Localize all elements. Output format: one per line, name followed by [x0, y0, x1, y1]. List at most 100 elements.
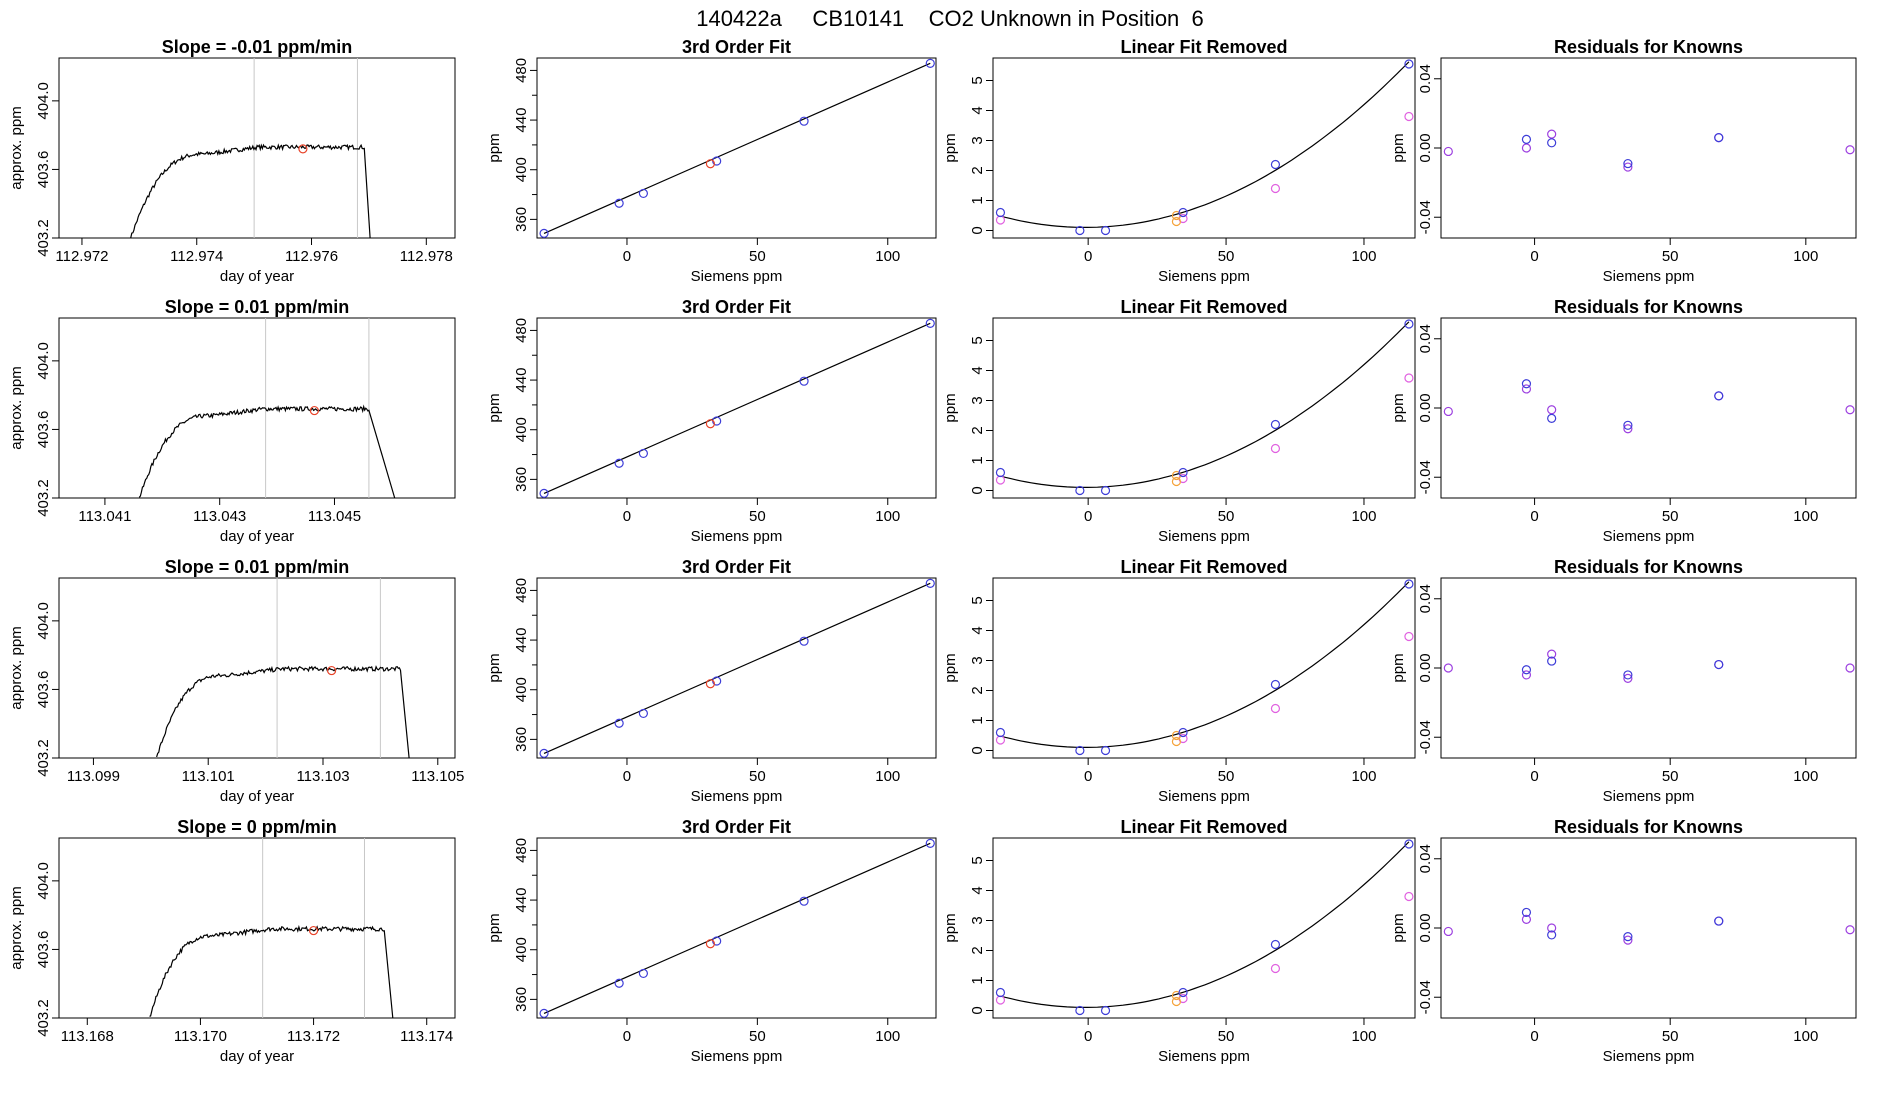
- residuals-y-tick-label: 0.00: [1417, 653, 1434, 682]
- fit-x-tick-label: 100: [875, 248, 900, 265]
- residuals-violet-point: [1623, 424, 1633, 434]
- fit-panel: 3rd Order Fit 0 50 100 360 400 440 480 Siemens p…: [486, 297, 937, 545]
- linear-removed-y-tick-label: 3: [969, 656, 986, 664]
- residuals-x-tick-label: 0: [1530, 768, 1538, 785]
- fit-unknown-point: [705, 939, 716, 949]
- residuals-violet-point: [1521, 143, 1532, 153]
- residuals-blue-point: [1714, 916, 1724, 926]
- linear-removed-y-tick-label: 5: [969, 596, 986, 604]
- residuals-violet-point: [1443, 406, 1453, 417]
- linear-removed-x-label: Siemens ppm: [1158, 788, 1250, 805]
- residuals-violet-point: [1521, 384, 1532, 394]
- linear-removed-unknown-point: [1171, 736, 1182, 747]
- timeseries-title: Slope = 0 ppm/min: [177, 817, 337, 837]
- linear-removed-x-tick-label: 0: [1084, 768, 1092, 785]
- linear-removed-x-tick-label: 100: [1351, 508, 1376, 525]
- residuals-blue-point: [1547, 138, 1557, 148]
- linear-removed-x-tick-label: 0: [1084, 248, 1092, 265]
- timeseries-x-tick-label: 113.105: [411, 768, 464, 785]
- linear-removed-panel: Linear Fit Removed 0 50 100 0 1 2 3 4 5 Siemens pp…: [942, 557, 1416, 805]
- linear-removed-y-tick-label: 1: [969, 196, 986, 204]
- fit-y-tick-label: 400: [513, 417, 530, 442]
- residuals-blue-point: [1521, 907, 1532, 918]
- fit-y-tick-label: 360: [513, 987, 530, 1012]
- linear-removed-y-tick-label: 5: [969, 76, 986, 84]
- residuals-x-tick-label: 100: [1793, 508, 1818, 525]
- residuals-violet-point: [1547, 405, 1557, 415]
- residuals-violet-point: [1845, 405, 1855, 415]
- fit-x-tick-label: 50: [749, 768, 766, 785]
- linear-removed-y-tick-label: 2: [969, 426, 986, 434]
- timeseries-frame: [58, 577, 456, 759]
- timeseries-x-tick-label: 113.174: [400, 1028, 453, 1045]
- linear-removed-x-tick-label: 100: [1351, 1028, 1376, 1045]
- timeseries-y-tick-label: 404.0: [35, 602, 52, 640]
- linear-removed-y-tick-label: 5: [969, 336, 986, 344]
- timeseries-y-label: approx. ppm: [8, 106, 25, 189]
- residuals-y-tick-label: 0.04: [1417, 584, 1434, 613]
- linear-removed-known-point: [995, 727, 1006, 738]
- linear-removed-unknown-point: [1171, 216, 1182, 227]
- fit-y-tick-label: 400: [513, 157, 530, 182]
- fit-unknown-point: [705, 419, 716, 429]
- linear-removed-y-tick-label: 1: [969, 976, 986, 984]
- timeseries-x-label: day of year: [220, 268, 294, 285]
- residuals-blue-point: [1623, 420, 1633, 430]
- residuals-x-label: Siemens ppm: [1603, 528, 1695, 545]
- residuals-x-tick-label: 100: [1793, 1028, 1818, 1045]
- linear-removed-frame: [992, 837, 1416, 1019]
- linear-removed-frame: [992, 317, 1416, 499]
- fit-y-tick-label: 440: [513, 628, 530, 653]
- fit-unknown-point: [705, 679, 716, 689]
- linear-removed-known-point: [1404, 839, 1414, 849]
- residuals-x-tick-label: 0: [1530, 248, 1538, 265]
- timeseries-x-label: day of year: [220, 528, 294, 545]
- fit-title: 3rd Order Fit: [682, 557, 791, 577]
- fit-known-point: [614, 198, 624, 208]
- linear-removed-known-point: [1178, 207, 1188, 218]
- fit-known-point: [614, 978, 624, 988]
- linear-removed-curve: [1000, 321, 1410, 488]
- residuals-blue-point: [1714, 391, 1724, 401]
- timeseries-x-tick-label: 113.041: [78, 508, 131, 525]
- timeseries-y-tick-label: 403.2: [35, 479, 52, 517]
- fit-y-label: ppm: [486, 653, 503, 682]
- fit-y-tick-label: 440: [513, 108, 530, 133]
- residuals-y-tick-label: 0.04: [1417, 844, 1434, 873]
- fit-x-tick-label: 50: [749, 248, 766, 265]
- linear-removed-magenta-point: [995, 995, 1006, 1005]
- figure-title: 140422a CB10141 CO2 Unknown in Position …: [696, 6, 1204, 31]
- timeseries-x-tick-label: 113.170: [174, 1028, 227, 1045]
- fit-known-point: [614, 718, 624, 728]
- residuals-blue-point: [1547, 930, 1557, 940]
- row-2: Slope = 0.01 ppm/min 113.041 113.043 113.04…: [8, 297, 1857, 545]
- linear-removed-y-tick-label: 5: [969, 856, 986, 864]
- linear-removed-title: Linear Fit Removed: [1120, 37, 1287, 57]
- linear-removed-known-point: [1178, 987, 1188, 998]
- linear-removed-y-tick-label: 1: [969, 456, 986, 464]
- residuals-x-label: Siemens ppm: [1603, 268, 1695, 285]
- linear-removed-known-point: [1178, 727, 1188, 738]
- linear-removed-x-tick-label: 0: [1084, 508, 1092, 525]
- fit-known-point: [539, 1008, 549, 1019]
- timeseries-y-tick-label: 403.6: [35, 151, 52, 189]
- timeseries-y-tick-label: 404.0: [35, 862, 52, 900]
- linear-removed-curve: [1000, 581, 1410, 749]
- linear-removed-known-point: [995, 207, 1006, 218]
- residuals-x-tick-label: 0: [1530, 1028, 1538, 1045]
- residuals-y-tick-label: -0.04: [1417, 720, 1434, 754]
- residuals-violet-point: [1521, 670, 1532, 680]
- fit-known-point: [638, 188, 649, 199]
- linear-removed-known-point: [1075, 1005, 1085, 1016]
- fit-known-point: [638, 708, 649, 719]
- fit-known-point: [638, 448, 649, 459]
- timeseries-y-tick-label: 403.6: [35, 671, 52, 709]
- residuals-violet-point: [1547, 923, 1557, 933]
- fit-x-tick-label: 50: [749, 1028, 766, 1045]
- linear-removed-y-tick-label: 3: [969, 396, 986, 404]
- timeseries-y-tick-label: 403.2: [35, 739, 52, 777]
- residuals-violet-point: [1623, 935, 1633, 945]
- linear-removed-magenta-point: [1404, 111, 1414, 122]
- fit-y-label: ppm: [486, 913, 503, 942]
